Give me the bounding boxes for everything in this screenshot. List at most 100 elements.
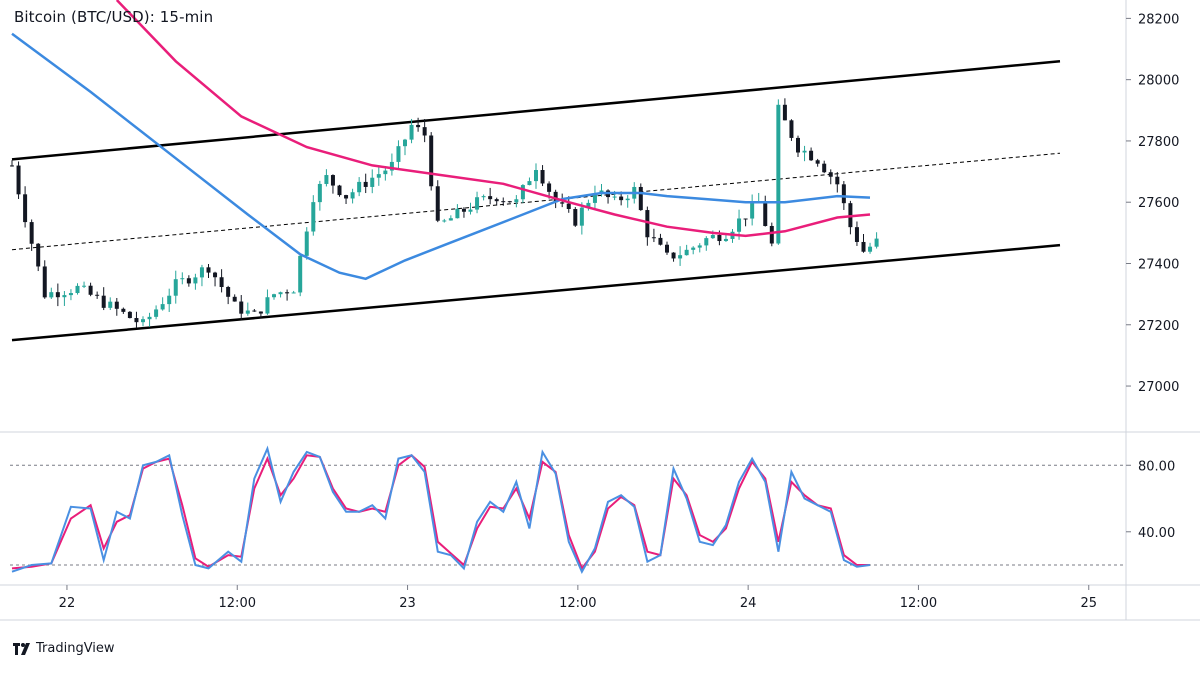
candle-body [193, 277, 198, 284]
time-tick-label: 12:00 [219, 596, 256, 611]
candle-body [363, 181, 368, 187]
candle-body [141, 319, 145, 323]
candle-body [232, 296, 237, 302]
candle-body [507, 201, 512, 203]
candle-body [213, 272, 218, 278]
candle-body [199, 267, 204, 278]
candle-body [645, 210, 650, 238]
candle-body [592, 194, 597, 203]
candle-body [311, 202, 316, 232]
candle-body [841, 184, 846, 204]
candle-body [789, 120, 794, 138]
candle-body [579, 207, 584, 226]
candle-body [527, 181, 532, 186]
candle-body [612, 196, 617, 198]
candle-body [671, 252, 676, 259]
candle-body [16, 165, 21, 195]
candle-body [475, 197, 480, 210]
candle-body [121, 308, 126, 312]
candle-body [723, 238, 728, 242]
candle-body [42, 266, 47, 298]
candle-body [625, 198, 630, 201]
candle-body [127, 311, 132, 319]
tradingview-icon [13, 642, 30, 655]
ma-slow-line [115, 0, 871, 238]
candle-body [160, 304, 165, 310]
candle-body [737, 218, 742, 232]
candle-body [173, 279, 178, 296]
candle-body [383, 170, 388, 175]
stoch-tick-label: 40.00 [1138, 526, 1175, 541]
brand-label: TradingView [36, 641, 115, 656]
candle-body [678, 255, 683, 259]
candle-body [763, 201, 768, 226]
candle-body [560, 202, 565, 204]
candle-body [461, 208, 466, 212]
candle-body [586, 202, 591, 208]
candle-body [684, 249, 689, 256]
candle-body [409, 124, 414, 140]
candle-body [36, 243, 41, 267]
channel-mid-line [11, 152, 1061, 251]
candle-body [186, 278, 191, 284]
candle-body [704, 238, 709, 246]
candle-body [874, 238, 879, 247]
candle-body [514, 199, 519, 203]
candle-body [396, 146, 401, 162]
candle-body [49, 292, 54, 298]
candle-body [422, 127, 427, 136]
candle-body [68, 293, 73, 296]
tradingview-logo[interactable]: TradingView [12, 641, 115, 656]
candle-body [226, 287, 231, 297]
candle-body [134, 318, 139, 323]
candle-body [547, 183, 552, 192]
channel-lower-line [11, 243, 1061, 342]
candle-body [219, 277, 224, 288]
candle-body [304, 231, 309, 256]
candle-body [802, 150, 807, 153]
candle-body [147, 316, 152, 320]
candle-body [481, 196, 486, 198]
candle-body [29, 222, 34, 244]
time-tick-label: 12:00 [900, 596, 937, 611]
candle-body [10, 165, 14, 167]
price-tick-label: 27000 [1138, 380, 1179, 395]
price-tick-label: 27200 [1138, 319, 1179, 334]
candle-body [337, 185, 342, 196]
candle-body [167, 295, 172, 305]
candle-body [442, 220, 447, 222]
candle-body [206, 267, 211, 273]
candle-body [566, 203, 571, 210]
candle-body [23, 194, 28, 223]
candle-body [272, 294, 276, 298]
candle-body [95, 294, 100, 296]
candle-body [317, 183, 322, 203]
candle-body [743, 218, 748, 220]
candle-body [376, 174, 381, 178]
candle-body [62, 295, 67, 298]
candle-body [389, 161, 394, 171]
candle-body [180, 278, 185, 280]
price-tick-label: 27400 [1138, 257, 1179, 272]
candle-body [114, 301, 119, 309]
candle-body [553, 191, 558, 203]
candle-body [769, 225, 774, 244]
candle-body [835, 176, 840, 185]
candle-body [619, 196, 624, 201]
candle-body [403, 139, 407, 147]
candle-body [435, 186, 440, 221]
candle-body [861, 241, 866, 252]
candle-body [239, 301, 244, 314]
candle-body [822, 163, 827, 173]
candle-body [638, 186, 643, 211]
candle-body [448, 218, 453, 221]
candle-body [82, 285, 87, 287]
candle-body [108, 301, 113, 308]
time-tick-label: 24 [740, 596, 757, 611]
stoch-tick-label: 80.00 [1138, 459, 1175, 474]
time-tick-label: 23 [399, 596, 416, 611]
channel-upper-line [11, 60, 1061, 161]
candle-body [455, 208, 460, 219]
